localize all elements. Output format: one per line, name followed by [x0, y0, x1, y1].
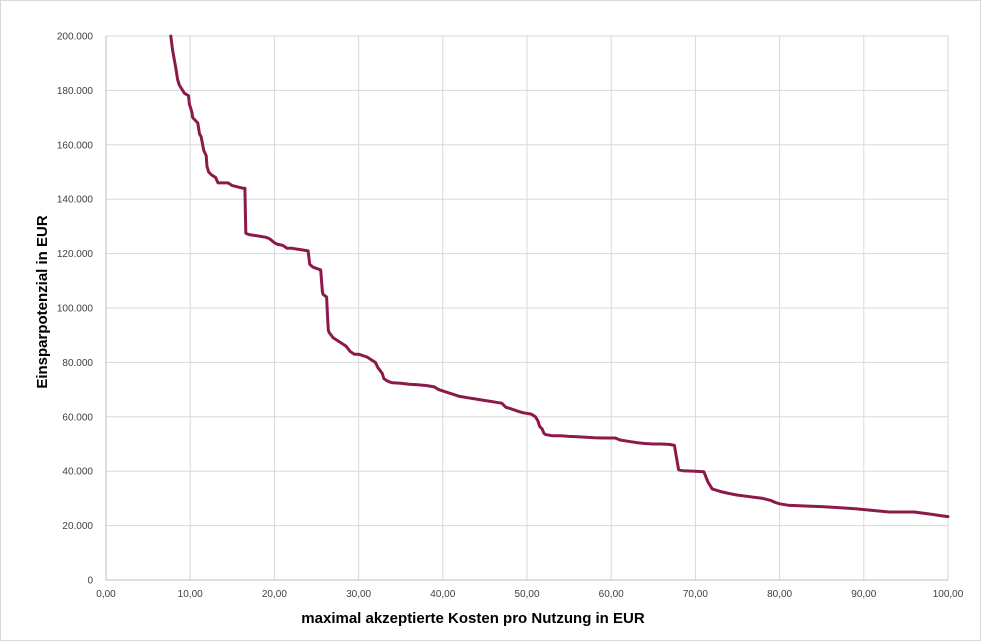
- y-tick-label: 0: [87, 576, 93, 587]
- series-line: [169, 34, 950, 519]
- y-axis-tick-labels: 0 20.000 40.000 60.000 80.000 100.000 120.000 1…: [57, 32, 94, 587]
- x-tick-label: 10,00: [178, 589, 203, 600]
- y-tick-label: 100.000: [57, 304, 94, 315]
- x-tick-label: 30,00: [346, 589, 371, 600]
- y-tick-label: 180.000: [57, 86, 94, 97]
- x-tick-label: 90,00: [851, 589, 876, 600]
- gridlines: [106, 35, 949, 580]
- x-axis-title: maximal akzeptierte Kosten pro Nutzung i…: [301, 610, 645, 627]
- x-tick-label: 60,00: [599, 589, 624, 600]
- x-tick-label: 40,00: [430, 589, 455, 600]
- y-tick-label: 20.000: [62, 521, 93, 532]
- x-tick-label: 50,00: [514, 589, 539, 600]
- x-axis-tick-labels: 0,00 10,00 20,00 30,00 40,00 50,00 60,00 70,00 8…: [96, 589, 963, 600]
- y-tick-label: 40.000: [62, 467, 93, 478]
- y-tick-label: 160.000: [57, 140, 94, 151]
- x-tick-label: 100,00: [933, 589, 964, 600]
- y-tick-label: 120.000: [57, 249, 94, 260]
- y-tick-label: 200.000: [57, 32, 94, 43]
- x-tick-label: 20,00: [262, 589, 287, 600]
- x-tick-label: 0,00: [96, 589, 116, 600]
- x-tick-label: 80,00: [767, 589, 792, 600]
- x-tick-label: 70,00: [683, 589, 708, 600]
- series-layer: [169, 34, 950, 519]
- y-axis-title: Einsparpotenzial in EUR: [34, 215, 51, 389]
- y-tick-label: 80.000: [62, 358, 93, 369]
- y-tick-label: 60.000: [62, 412, 93, 423]
- y-tick-label: 140.000: [57, 195, 94, 206]
